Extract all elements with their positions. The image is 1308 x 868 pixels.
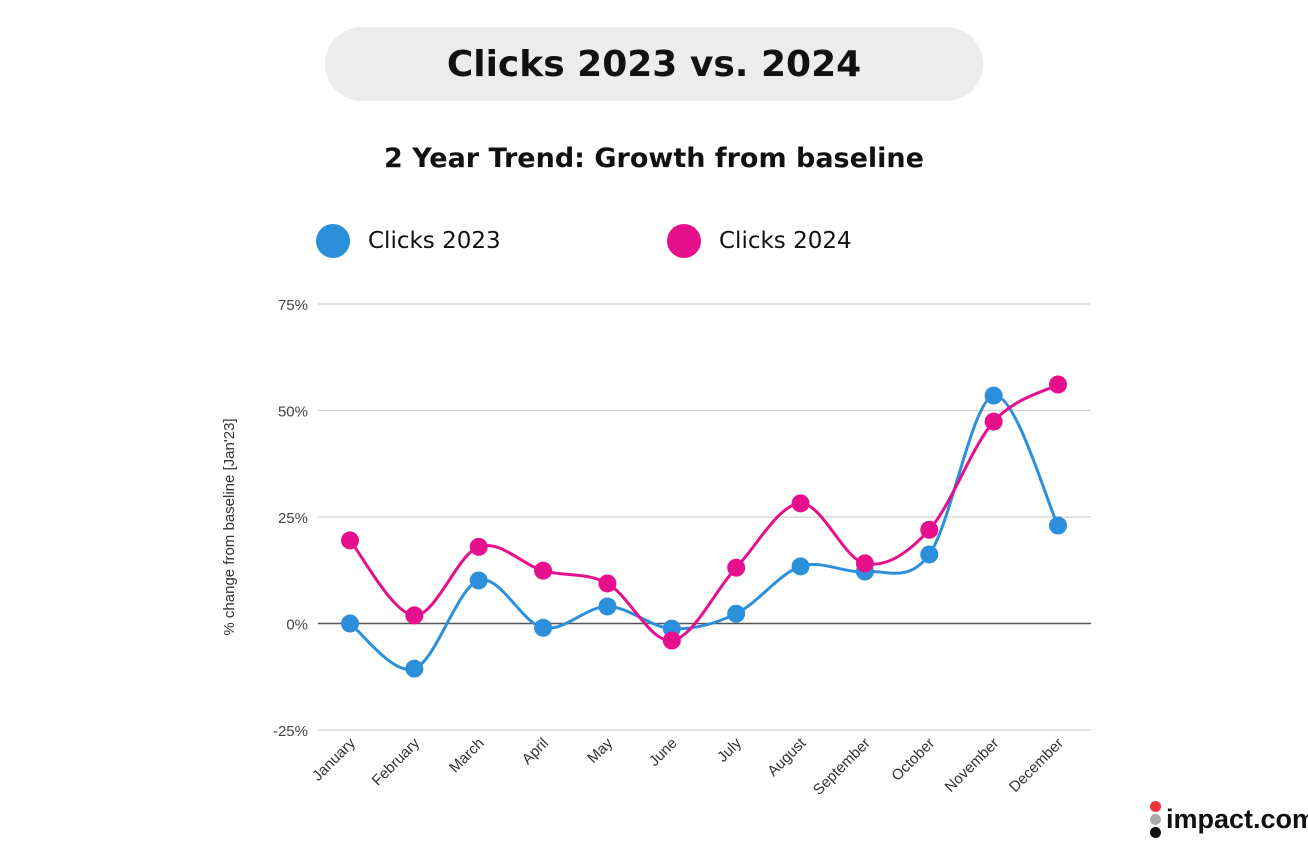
data-point-2024	[341, 531, 359, 550]
x-tick-label: November	[942, 735, 1003, 796]
series-line-2024	[348, 383, 1059, 643]
legend-marker-2024	[667, 224, 701, 258]
data-point-2024	[662, 631, 681, 650]
x-tick-label: April	[519, 735, 552, 768]
data-point-2024	[405, 606, 424, 625]
impact-logo-text: impact.com	[1166, 804, 1308, 834]
data-point-2024	[984, 412, 1003, 431]
data-point-2024	[727, 558, 746, 577]
data-point-2023	[405, 659, 424, 678]
y-tick-label: 0%	[286, 617, 308, 634]
data-point-2023	[534, 618, 553, 637]
data-point-2023	[1049, 516, 1067, 535]
data-point-2023	[791, 557, 810, 576]
legend-marker-2023	[316, 224, 350, 258]
y-tick-label: 75%	[278, 297, 308, 314]
x-tick-label: February	[369, 734, 424, 789]
data-point-2023	[984, 386, 1003, 405]
x-tick-label: September	[810, 735, 874, 799]
legend-label-2023: Clicks 2023	[368, 228, 501, 254]
data-point-2024	[534, 561, 553, 580]
y-axis-label: % change from baseline [Jan'23]	[221, 418, 238, 635]
chart-subtitle: 2 Year Trend: Growth from baseline	[384, 143, 924, 174]
data-point-2024	[855, 554, 874, 573]
legend-item-2023: Clicks 2023	[316, 224, 501, 258]
y-tick-label: 50%	[278, 404, 308, 421]
x-tick-label: August	[764, 734, 810, 780]
data-point-2023	[598, 597, 617, 616]
y-tick-label: 25%	[278, 510, 308, 527]
x-tick-label: March	[446, 735, 487, 776]
legend-label-2024: Clicks 2024	[719, 228, 852, 254]
data-point-2024	[598, 574, 617, 593]
data-point-2023	[469, 571, 488, 590]
x-tick-label: May	[584, 734, 616, 766]
x-tick-label: January	[309, 734, 359, 784]
data-point-2024	[791, 494, 810, 513]
series-line-2023	[349, 394, 1060, 671]
impact-logo-mark	[1150, 800, 1161, 839]
data-point-2024	[1049, 375, 1067, 394]
legend-item-2024: Clicks 2024	[667, 224, 852, 258]
x-tick-label: July	[714, 734, 745, 765]
impact-logo: impact.com	[1150, 800, 1308, 839]
data-point-2024	[469, 537, 488, 556]
data-point-2024	[920, 520, 939, 539]
x-tick-label: December	[1006, 735, 1067, 796]
y-tick-label: -25%	[273, 723, 308, 740]
x-tick-label: October	[888, 735, 938, 785]
chart-title: Clicks 2023 vs. 2024	[325, 27, 983, 101]
data-point-2023	[341, 614, 359, 633]
data-point-2023	[920, 545, 939, 564]
x-tick-label: June	[646, 735, 681, 770]
data-point-2023	[727, 604, 746, 623]
